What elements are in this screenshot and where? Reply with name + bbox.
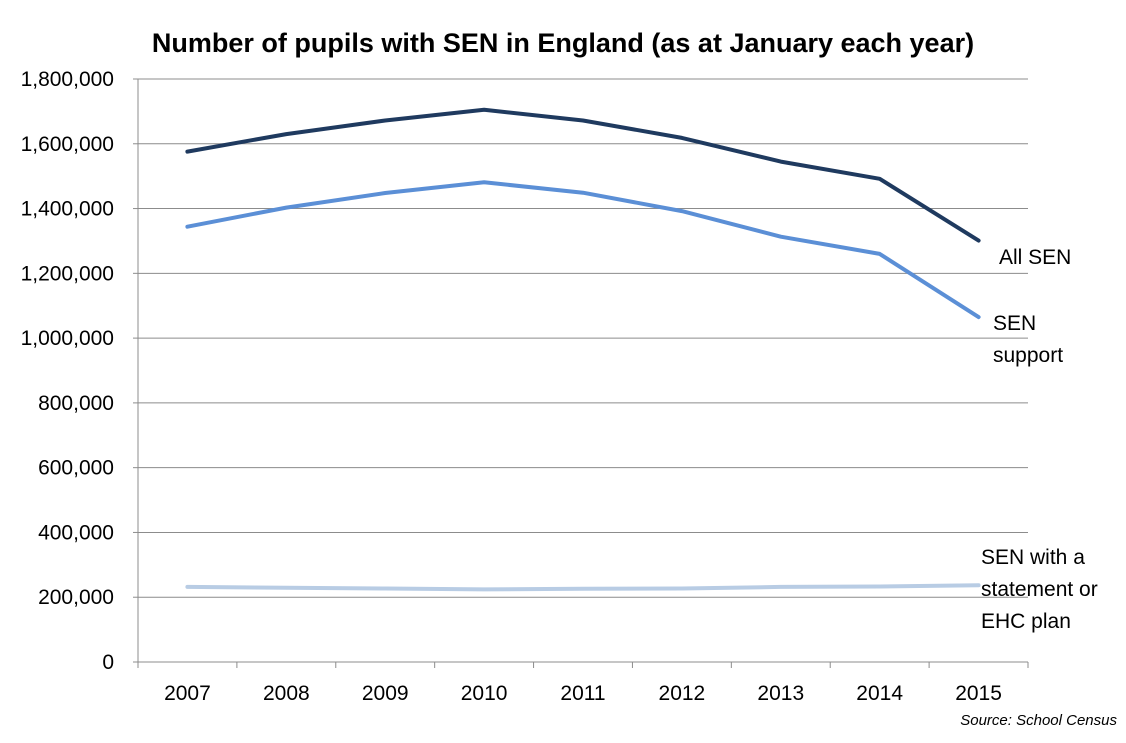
series-label-0: All SEN <box>999 246 1071 269</box>
x-tick-label: 2013 <box>757 682 804 705</box>
y-tick-label: 200,000 <box>38 586 114 609</box>
y-tick-label: 600,000 <box>38 457 114 480</box>
x-tick-label: 2012 <box>659 682 706 705</box>
y-tick-label: 400,000 <box>38 521 114 544</box>
x-tick-label: 2008 <box>263 682 310 705</box>
series-label-2: SEN with a statement or EHC plan <box>981 546 1098 633</box>
series-label-line: EHC plan <box>981 610 1071 633</box>
y-tick-label: 1,200,000 <box>21 262 114 285</box>
x-tick-label: 2010 <box>461 682 508 705</box>
series-line-0 <box>185 107 981 243</box>
x-tick-label: 2007 <box>164 682 211 705</box>
series-label-1: SEN support <box>993 312 1063 367</box>
y-tick-label: 1,800,000 <box>21 68 114 91</box>
y-tick-label: 1,400,000 <box>21 198 114 221</box>
x-tick-label: 2015 <box>955 682 1002 705</box>
series-line-2 <box>185 583 981 592</box>
x-tick-label: 2011 <box>560 682 605 705</box>
series-line-1 <box>185 180 981 320</box>
series-label-line: statement or <box>981 578 1098 601</box>
series-label-line: All SEN <box>999 246 1071 269</box>
series-label-line: SEN <box>993 312 1036 335</box>
y-tick-label: 1,600,000 <box>21 133 114 156</box>
series-labels: All SEN SEN support SEN with a statement or E… <box>981 246 1098 633</box>
y-tick-label: 1,000,000 <box>21 327 114 350</box>
series-lines <box>185 107 981 592</box>
y-tick-label: 0 <box>102 651 114 674</box>
x-tick-label: 2014 <box>856 682 903 705</box>
y-tick-label: 800,000 <box>38 392 114 415</box>
x-tick-label: 2009 <box>362 682 409 705</box>
gridlines <box>138 78 1028 598</box>
series-label-line: SEN with a <box>981 546 1085 569</box>
axes: 0 200,000 400,000 600,000 800,000 1,000,000 1,… <box>21 68 1029 705</box>
source-note: Source: School Census <box>960 712 1117 729</box>
chart-title: Number of pupils with SEN in England (as… <box>152 28 974 58</box>
series-label-line: support <box>993 344 1063 367</box>
